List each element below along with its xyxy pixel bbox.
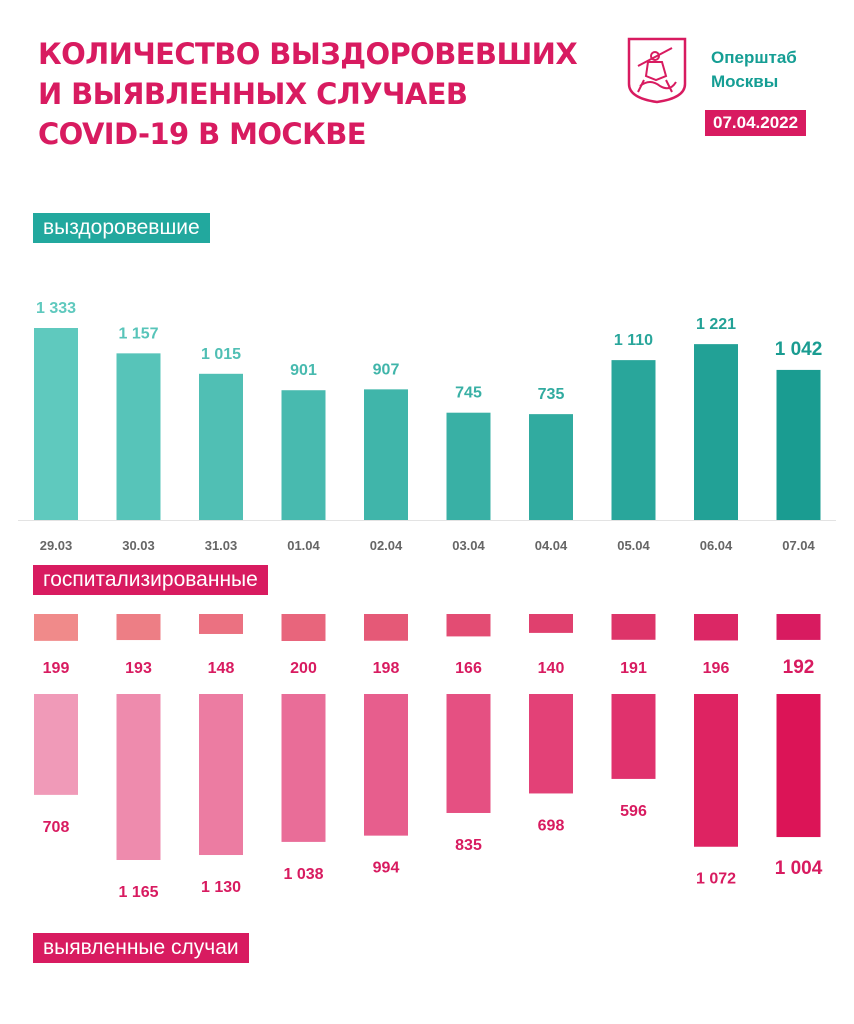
recovered-value-label: 745 [455,385,482,402]
recovered-value-label: 1 015 [201,346,241,363]
hospitalized-bar [776,614,821,640]
date-tick-label: 30.03 [122,538,155,553]
cases-section-label: выявленные случаи [33,933,249,963]
recovered-bar [446,412,491,520]
brand-line-2: Москвы [711,72,779,91]
date-tick-label: 29.03 [40,538,73,553]
recovered-value-label: 901 [290,362,317,379]
cases-bar [116,694,161,860]
cases-bar [199,694,243,856]
recovered-bar [116,353,161,520]
recovered-value-label: 1 221 [696,316,736,333]
cases-value-label: 708 [43,819,70,836]
hospitalized-bar [529,614,573,633]
hospitalized-value-label: 198 [373,660,400,677]
recovered-bar [364,389,408,520]
recovered-bar [776,369,821,520]
hospitalized-value-label: 196 [703,660,730,677]
recovered-value-label: 735 [538,386,565,403]
recovered-bar [281,390,326,520]
cases-value-label: 1 072 [696,871,736,888]
date-tick-label: 06.04 [700,538,733,553]
hospitalized-bar [199,614,243,634]
title-line-1: КОЛИЧЕСТВО ВЫЗДОРОВЕВШИХ [38,37,578,71]
date-badge: 07.04.2022 [705,110,807,136]
recovered-bar [34,328,78,520]
cases-bar [611,694,656,779]
date-tick-label: 31.03 [205,538,238,553]
cases-value-label: 835 [455,837,482,854]
cases-value-label: 1 165 [118,884,158,901]
recovered-value-label: 1 110 [614,332,653,349]
hospitalized-bar [446,614,491,637]
cases-bar [281,694,326,842]
hospitalized-bar [281,614,326,641]
hospitalized-value-label: 148 [208,660,235,677]
brand-name: Оперштаб Москвы [711,46,797,94]
recovered-bar [529,414,573,520]
cases-value-label: 596 [620,803,647,820]
recovered-bar [199,373,243,520]
moscow-coat-of-arms-icon [627,37,687,104]
cases-bar [776,694,821,838]
hospitalized-value-label: 192 [783,657,815,678]
title-line-2: И ВЫЯВЛЕННЫХ СЛУЧАЕВ [38,77,468,111]
recovered-value-label: 907 [373,361,400,378]
hospitalized-bar [116,614,161,641]
recovered-section-label: выздоровевшие [33,213,210,243]
date-tick-label: 03.04 [452,538,485,553]
date-tick-label: 02.04 [370,538,403,553]
cases-bar [34,694,78,795]
title-line-3: COVID-19 В МОСКВЕ [38,117,367,151]
date-tick-label: 01.04 [287,538,320,553]
hospitalized-bar [364,614,408,641]
hospitalized-value-label: 140 [538,660,565,677]
hospitalized-value-label: 166 [455,660,482,677]
cases-bar [446,694,491,813]
cases-bar [694,694,738,847]
cases-value-label: 1 004 [775,858,823,879]
cases-bar [529,694,573,794]
cases-value-label: 698 [538,817,565,834]
recovered-bar [694,344,738,520]
hospitalized-section-label: госпитализированные [33,565,268,595]
recovered-bar [611,360,656,520]
cases-bar [364,694,408,836]
date-tick-label: 05.04 [617,538,650,553]
date-tick-label: 07.04 [782,538,815,553]
cases-value-label: 1 130 [201,879,241,896]
hospitalized-value-label: 199 [43,660,70,677]
hospitalized-value-label: 200 [290,660,317,677]
recovered-value-label: 1 157 [118,325,158,342]
hospitalized-bar [694,614,738,641]
recovered-value-label: 1 042 [775,339,823,360]
hospitalized-value-label: 193 [125,660,152,677]
brand-line-1: Оперштаб [711,48,797,67]
hospitalized-value-label: 191 [620,660,647,677]
recovered-value-label: 1 333 [36,300,76,317]
date-tick-label: 04.04 [535,538,568,553]
cases-value-label: 1 038 [283,866,323,883]
cases-value-label: 994 [373,860,400,877]
page-title: КОЛИЧЕСТВО ВЫЗДОРОВЕВШИХ И ВЫЯВЛЕННЫХ СЛ… [38,34,578,154]
hospitalized-bar [611,614,656,640]
hospitalized-bar [34,614,78,641]
